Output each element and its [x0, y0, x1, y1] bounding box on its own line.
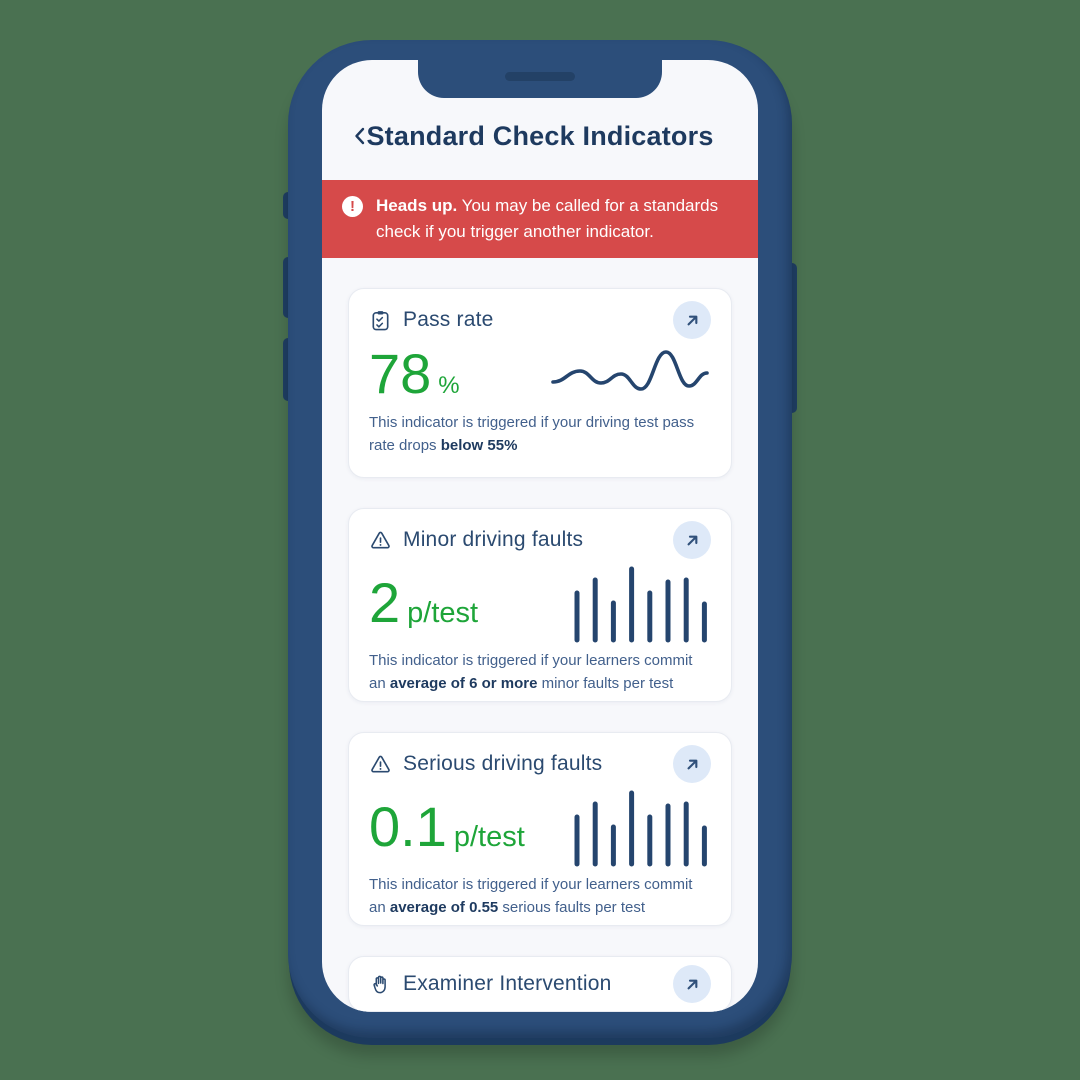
serious-faults-bar-chart-wrap: [571, 787, 711, 867]
open-detail-button[interactable]: [673, 521, 711, 559]
arrow-up-right-icon: [684, 976, 701, 993]
clipboard-check-icon: [369, 309, 392, 332]
phone-frame: Standard Check Indicators ! Heads up. Yo…: [288, 40, 792, 1038]
card-title: Serious driving faults: [403, 752, 603, 775]
desc-prefix: This indicator is triggered if your lear…: [369, 652, 693, 693]
raised-hand-icon: [369, 973, 392, 996]
card-description: This indicator is triggered if your lear…: [369, 649, 711, 696]
metric-value: 78 %: [369, 346, 460, 402]
metric-value: 2 p/test: [369, 575, 478, 631]
card-title: Minor driving faults: [403, 528, 584, 551]
minor-faults-bar-chart-wrap: [571, 563, 711, 643]
alert-message: You may be called for a standards check …: [376, 196, 719, 241]
phone-notch: [418, 60, 662, 98]
warning-triangle-icon: [369, 529, 392, 552]
indicator-card-list: Pass rate 78 %: [322, 258, 758, 1012]
exclamation-circle-icon: !: [342, 196, 363, 217]
warning-triangle-icon: [369, 753, 392, 776]
arrow-up-right-icon: [684, 312, 701, 329]
desc-prefix: This indicator is triggered if your driv…: [369, 414, 695, 455]
card-head: Pass rate: [369, 301, 711, 339]
card-description: This indicator is triggered if your lear…: [369, 873, 711, 920]
desc-bold: below 55%: [440, 437, 518, 455]
card-title: Pass rate: [403, 308, 494, 331]
card-body: 2 p/test: [369, 563, 711, 643]
open-detail-button[interactable]: [673, 965, 711, 1003]
card-minor-faults[interactable]: Minor driving faults 2 p/tes: [348, 508, 732, 702]
card-body: 0.1 p/test: [369, 787, 711, 867]
speaker-slot-icon: [505, 72, 575, 81]
open-detail-button[interactable]: [673, 301, 711, 339]
desc-bold: average of 0.55: [389, 899, 499, 917]
metric-number: 2: [369, 571, 401, 634]
desc-suffix: minor faults per test: [537, 675, 674, 693]
alert-bold: Heads up.: [376, 196, 458, 215]
card-title: Examiner Intervention: [403, 972, 612, 995]
card-serious-faults[interactable]: Serious driving faults 0.1 p: [348, 732, 732, 926]
back-button[interactable]: [346, 122, 374, 150]
pass-rate-sparkline: [551, 350, 709, 391]
metric-unit: p/test: [407, 597, 479, 629]
chevron-left-icon: [351, 126, 369, 146]
desc-suffix: serious faults per test: [498, 899, 645, 917]
open-detail-button[interactable]: [673, 745, 711, 783]
app-header: Standard Check Indicators: [322, 116, 758, 156]
metric-number: 78: [369, 342, 432, 405]
desc-bold: average of 6 or more: [389, 675, 538, 693]
phone-screen: Standard Check Indicators ! Heads up. Yo…: [322, 60, 758, 1012]
metric-number: 0.1: [369, 795, 447, 858]
card-description: This indicator is triggered if your driv…: [369, 411, 711, 458]
card-body: 78 %: [369, 343, 711, 405]
desc-prefix: This indicator is triggered if your lear…: [369, 876, 693, 917]
metric-value: 0.1 p/test: [369, 799, 525, 855]
serious-faults-bar-chart: [574, 790, 707, 867]
card-head: Examiner Intervention: [369, 965, 711, 1003]
minor-faults-bar-chart: [574, 566, 707, 643]
card-pass-rate[interactable]: Pass rate 78 %: [348, 288, 732, 478]
page-title: Standard Check Indicators: [366, 120, 714, 151]
pass-rate-sparkline-wrap: [549, 343, 711, 405]
card-examiner-intervention[interactable]: Examiner Intervention: [348, 956, 732, 1012]
arrow-up-right-icon: [684, 532, 701, 549]
alert-text: Heads up. You may be called for a standa…: [376, 193, 736, 244]
alert-banner: ! Heads up. You may be called for a stan…: [322, 180, 758, 258]
card-head: Minor driving faults: [369, 521, 711, 559]
card-head: Serious driving faults: [369, 745, 711, 783]
metric-unit: %: [438, 372, 460, 399]
arrow-up-right-icon: [684, 756, 701, 773]
metric-unit: p/test: [453, 821, 525, 853]
